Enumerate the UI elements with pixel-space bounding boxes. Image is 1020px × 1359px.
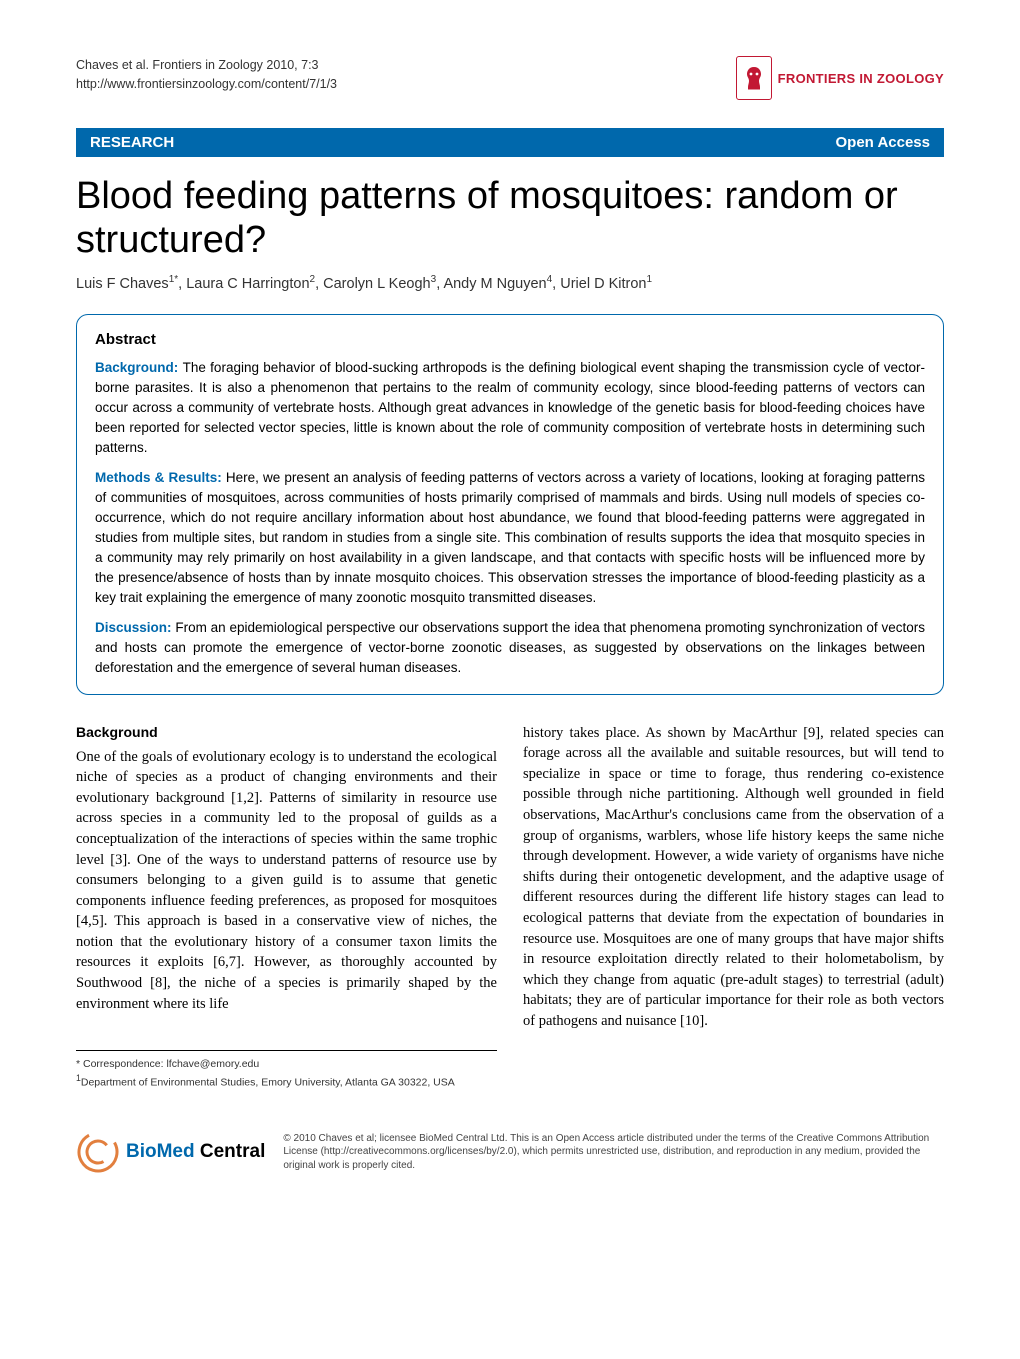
license-text: © 2010 Chaves et al; licensee BioMed Cen…	[283, 1132, 944, 1173]
correspondence-affiliation: 1Department of Environmental Studies, Em…	[76, 1072, 497, 1090]
author-list: Luis F Chaves1*, Laura C Harrington2, Ca…	[76, 274, 944, 292]
abstract-paragraph: Methods & Results: Here, we present an a…	[95, 468, 925, 608]
article-title: Blood feeding patterns of mosquitoes: ra…	[76, 175, 944, 262]
section-heading-background: Background	[76, 723, 497, 743]
abstract-section-label: Discussion:	[95, 620, 175, 635]
citation-line: Chaves et al. Frontiers in Zoology 2010,…	[76, 56, 337, 75]
page-header: Chaves et al. Frontiers in Zoology 2010,…	[76, 56, 944, 100]
correspondence-block: * Correspondence: lfchave@emory.edu 1Dep…	[76, 1050, 497, 1090]
body-text-left: One of the goals of evolutionary ecology…	[76, 749, 497, 1012]
page-footer: BioMed Central © 2010 Chaves et al; lice…	[76, 1118, 944, 1174]
abstract-section-label: Background:	[95, 360, 183, 375]
journal-logo-icon	[736, 56, 772, 100]
abstract-paragraph: Background: The foraging behavior of blo…	[95, 358, 925, 458]
bmc-bio: BioMed	[126, 1141, 195, 1162]
open-access-label: Open Access	[836, 134, 931, 151]
article-type-banner: RESEARCH Open Access	[76, 128, 944, 157]
abstract-section-label: Methods & Results:	[95, 470, 226, 485]
bmc-swirl-icon	[76, 1130, 120, 1174]
abstract-sections: Background: The foraging behavior of blo…	[95, 358, 925, 678]
abstract-paragraph: Discussion: From an epidemiological pers…	[95, 618, 925, 678]
abstract-box: Abstract Background: The foraging behavi…	[76, 314, 944, 695]
body-text-right: history takes place. As shown by MacArth…	[523, 725, 944, 1029]
bmc-logo: BioMed Central	[76, 1130, 265, 1174]
citation-url: http://www.frontiersinzoology.com/conten…	[76, 75, 337, 94]
journal-brand: FRONTIERS IN ZOOLOGY	[736, 56, 944, 100]
abstract-heading: Abstract	[95, 331, 925, 348]
bmc-central: Central	[195, 1141, 266, 1162]
body-col-right: history takes place. As shown by MacArth…	[523, 723, 944, 1090]
correspondence-email: * Correspondence: lfchave@emory.edu	[76, 1057, 497, 1072]
citation-block: Chaves et al. Frontiers in Zoology 2010,…	[76, 56, 337, 94]
journal-name: FRONTIERS IN ZOOLOGY	[778, 71, 944, 86]
body-col-left: Background One of the goals of evolution…	[76, 723, 497, 1090]
body-columns: Background One of the goals of evolution…	[76, 723, 944, 1090]
bmc-wordmark: BioMed Central	[126, 1141, 265, 1163]
article-type-label: RESEARCH	[90, 134, 174, 151]
